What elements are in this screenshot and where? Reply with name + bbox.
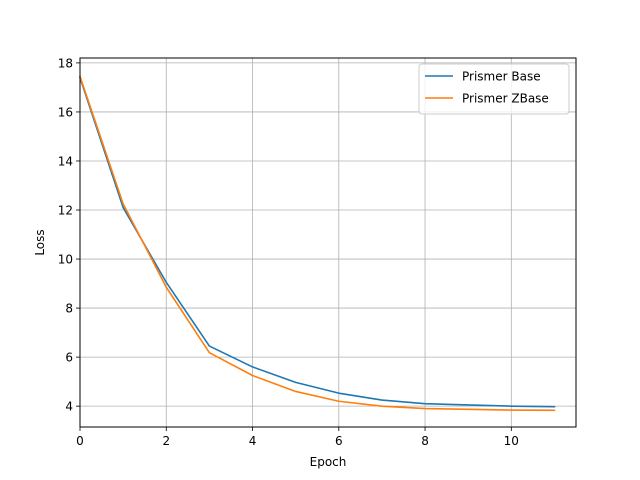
legend: Prismer Base Prismer ZBase (418, 63, 570, 115)
y-tick-label: 4 (65, 400, 73, 414)
plot-frame (79, 57, 577, 428)
y-tick-label: 6 (65, 351, 73, 365)
x-tick-label: 10 (504, 434, 519, 448)
y-tick-label: 18 (58, 56, 73, 70)
legend-box (418, 63, 570, 115)
legend-label: Prismer ZBase (462, 92, 549, 106)
series-line-2 (78, 75, 556, 412)
x-tick-label: 6 (335, 434, 343, 448)
legend-label: Prismer Base (462, 70, 541, 84)
x-tick-label: 8 (421, 434, 429, 448)
y-tick-label: 14 (58, 154, 73, 168)
x-tick-label: 0 (76, 434, 84, 448)
x-tick-label: 4 (249, 434, 257, 448)
y-tick-label: 12 (58, 204, 73, 218)
series-line-1 (78, 76, 556, 408)
x-tick-label: 2 (162, 434, 170, 448)
y-tick-label: 16 (58, 105, 73, 119)
axis-ticks: 0 2 4 6 8 10 4 6 8 10 12 14 16 18 (58, 56, 519, 448)
y-tick-label: 8 (65, 302, 73, 316)
x-axis-label: Epoch (310, 455, 347, 469)
y-axis-label: Loss (33, 229, 47, 255)
y-tick-label: 10 (58, 253, 73, 267)
series-lines (78, 75, 556, 412)
grid (79, 58, 576, 427)
